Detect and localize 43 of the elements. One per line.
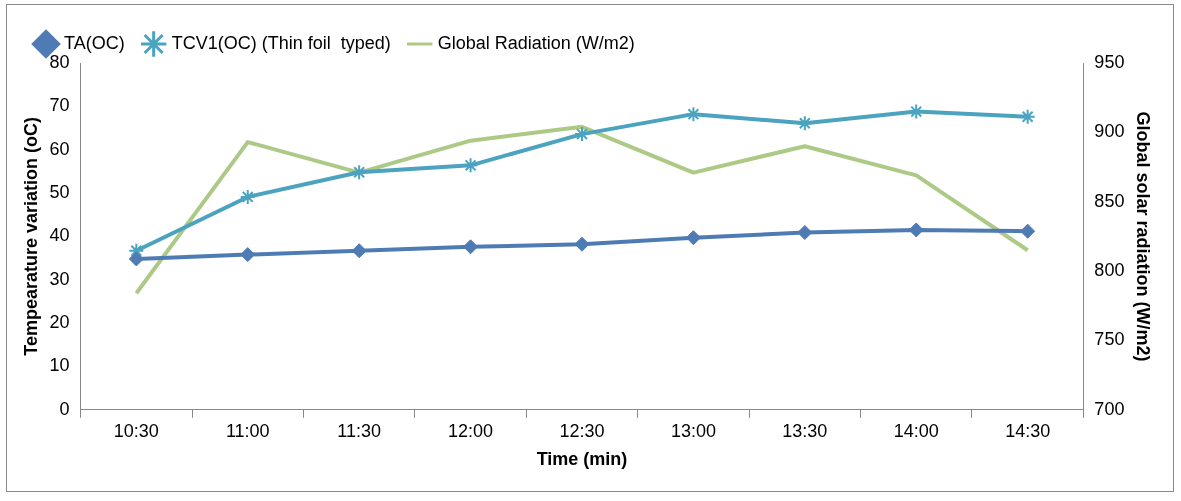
y2-tick-label: 750	[1094, 329, 1125, 350]
y-tick-label: 0	[59, 398, 70, 419]
point	[351, 243, 367, 259]
x-tick-label: 10:30	[113, 420, 159, 441]
y2-tick-label: 900	[1094, 121, 1125, 142]
y-axis-title: Tempearature variation (oC)	[20, 117, 41, 356]
legend-label: TA(OC)	[64, 32, 125, 53]
y-tick-label: 50	[49, 182, 70, 203]
point	[463, 239, 479, 255]
point	[1020, 223, 1036, 239]
x-tick-label: 14:00	[893, 420, 939, 441]
point	[908, 222, 924, 238]
y-tick-label: 20	[49, 312, 70, 333]
point	[796, 115, 813, 132]
point	[574, 126, 590, 143]
x-tick-label: 13:30	[782, 420, 828, 441]
y2-tick-label: 800	[1094, 260, 1125, 281]
y2-tick-label: 700	[1094, 398, 1125, 419]
y-tick-label: 60	[49, 138, 70, 159]
x-tick-label: 14:30	[1005, 420, 1051, 441]
x-tick-label: 11:00	[225, 420, 270, 441]
point	[351, 164, 368, 181]
y2-axis-title: Global solar radiation (W/m2)	[1133, 111, 1154, 362]
point	[239, 188, 256, 205]
x-tick-label: 13:00	[670, 420, 716, 441]
y-tick-label: 30	[49, 268, 70, 289]
y-tick-label: 80	[49, 51, 70, 72]
legend-label: Global Radiation (W/m2)	[437, 32, 635, 53]
x-tick-label: 12:30	[559, 420, 605, 441]
x-tick-label: 12:00	[448, 420, 494, 441]
point	[128, 251, 144, 267]
y-tick-label: 70	[49, 95, 70, 116]
x-tick-label: 11:30	[337, 420, 382, 441]
point	[797, 225, 813, 240]
legend-label: TCV1(OC) (Thin foil typed)	[171, 32, 391, 53]
point	[240, 247, 256, 263]
point	[574, 236, 590, 252]
y-tick-label: 40	[49, 225, 70, 246]
y2-tick-label: 950	[1094, 51, 1125, 72]
y-tick-label: 10	[49, 355, 70, 376]
point	[685, 230, 701, 246]
x-axis-title: Time (min)	[536, 449, 628, 470]
y2-tick-label: 850	[1094, 190, 1125, 211]
